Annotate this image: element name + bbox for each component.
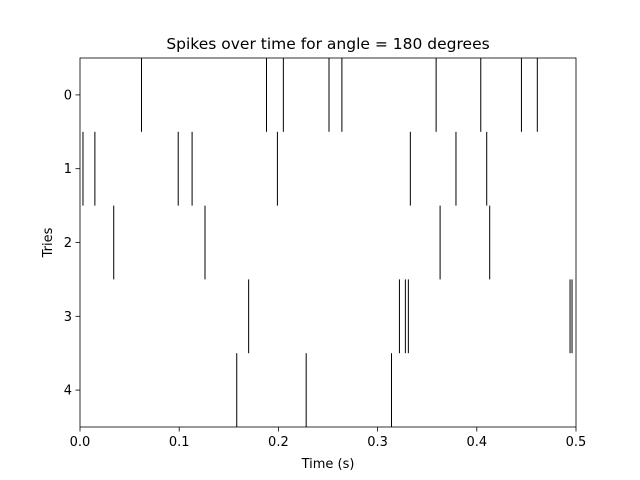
y-tick-label: 3: [64, 310, 72, 325]
chart-title: Spikes over time for angle = 180 degrees: [166, 35, 489, 53]
x-axis-label: Time (s): [301, 457, 355, 472]
x-axis: 0.0 0.1 0.2 0.3 0.4 0.5: [70, 427, 587, 450]
x-tick-label: 0.3: [367, 435, 388, 450]
y-tick-label: 2: [64, 236, 72, 251]
axes-background: [80, 58, 576, 427]
spike-layer: [82, 58, 573, 427]
y-axis: 0 1 2 3 4: [64, 88, 80, 399]
x-tick-label: 0.1: [169, 435, 190, 450]
x-tick-label: 0.5: [566, 435, 587, 450]
x-tick-label: 0.2: [268, 435, 289, 450]
x-tick-label: 0.4: [466, 435, 487, 450]
x-tick-label: 0.0: [70, 435, 91, 450]
y-tick-label: 1: [64, 162, 72, 177]
y-tick-label: 0: [64, 88, 72, 103]
y-tick-label: 4: [64, 384, 72, 399]
plot-area: [79, 57, 577, 428]
y-axis-label: Tries: [41, 227, 56, 258]
